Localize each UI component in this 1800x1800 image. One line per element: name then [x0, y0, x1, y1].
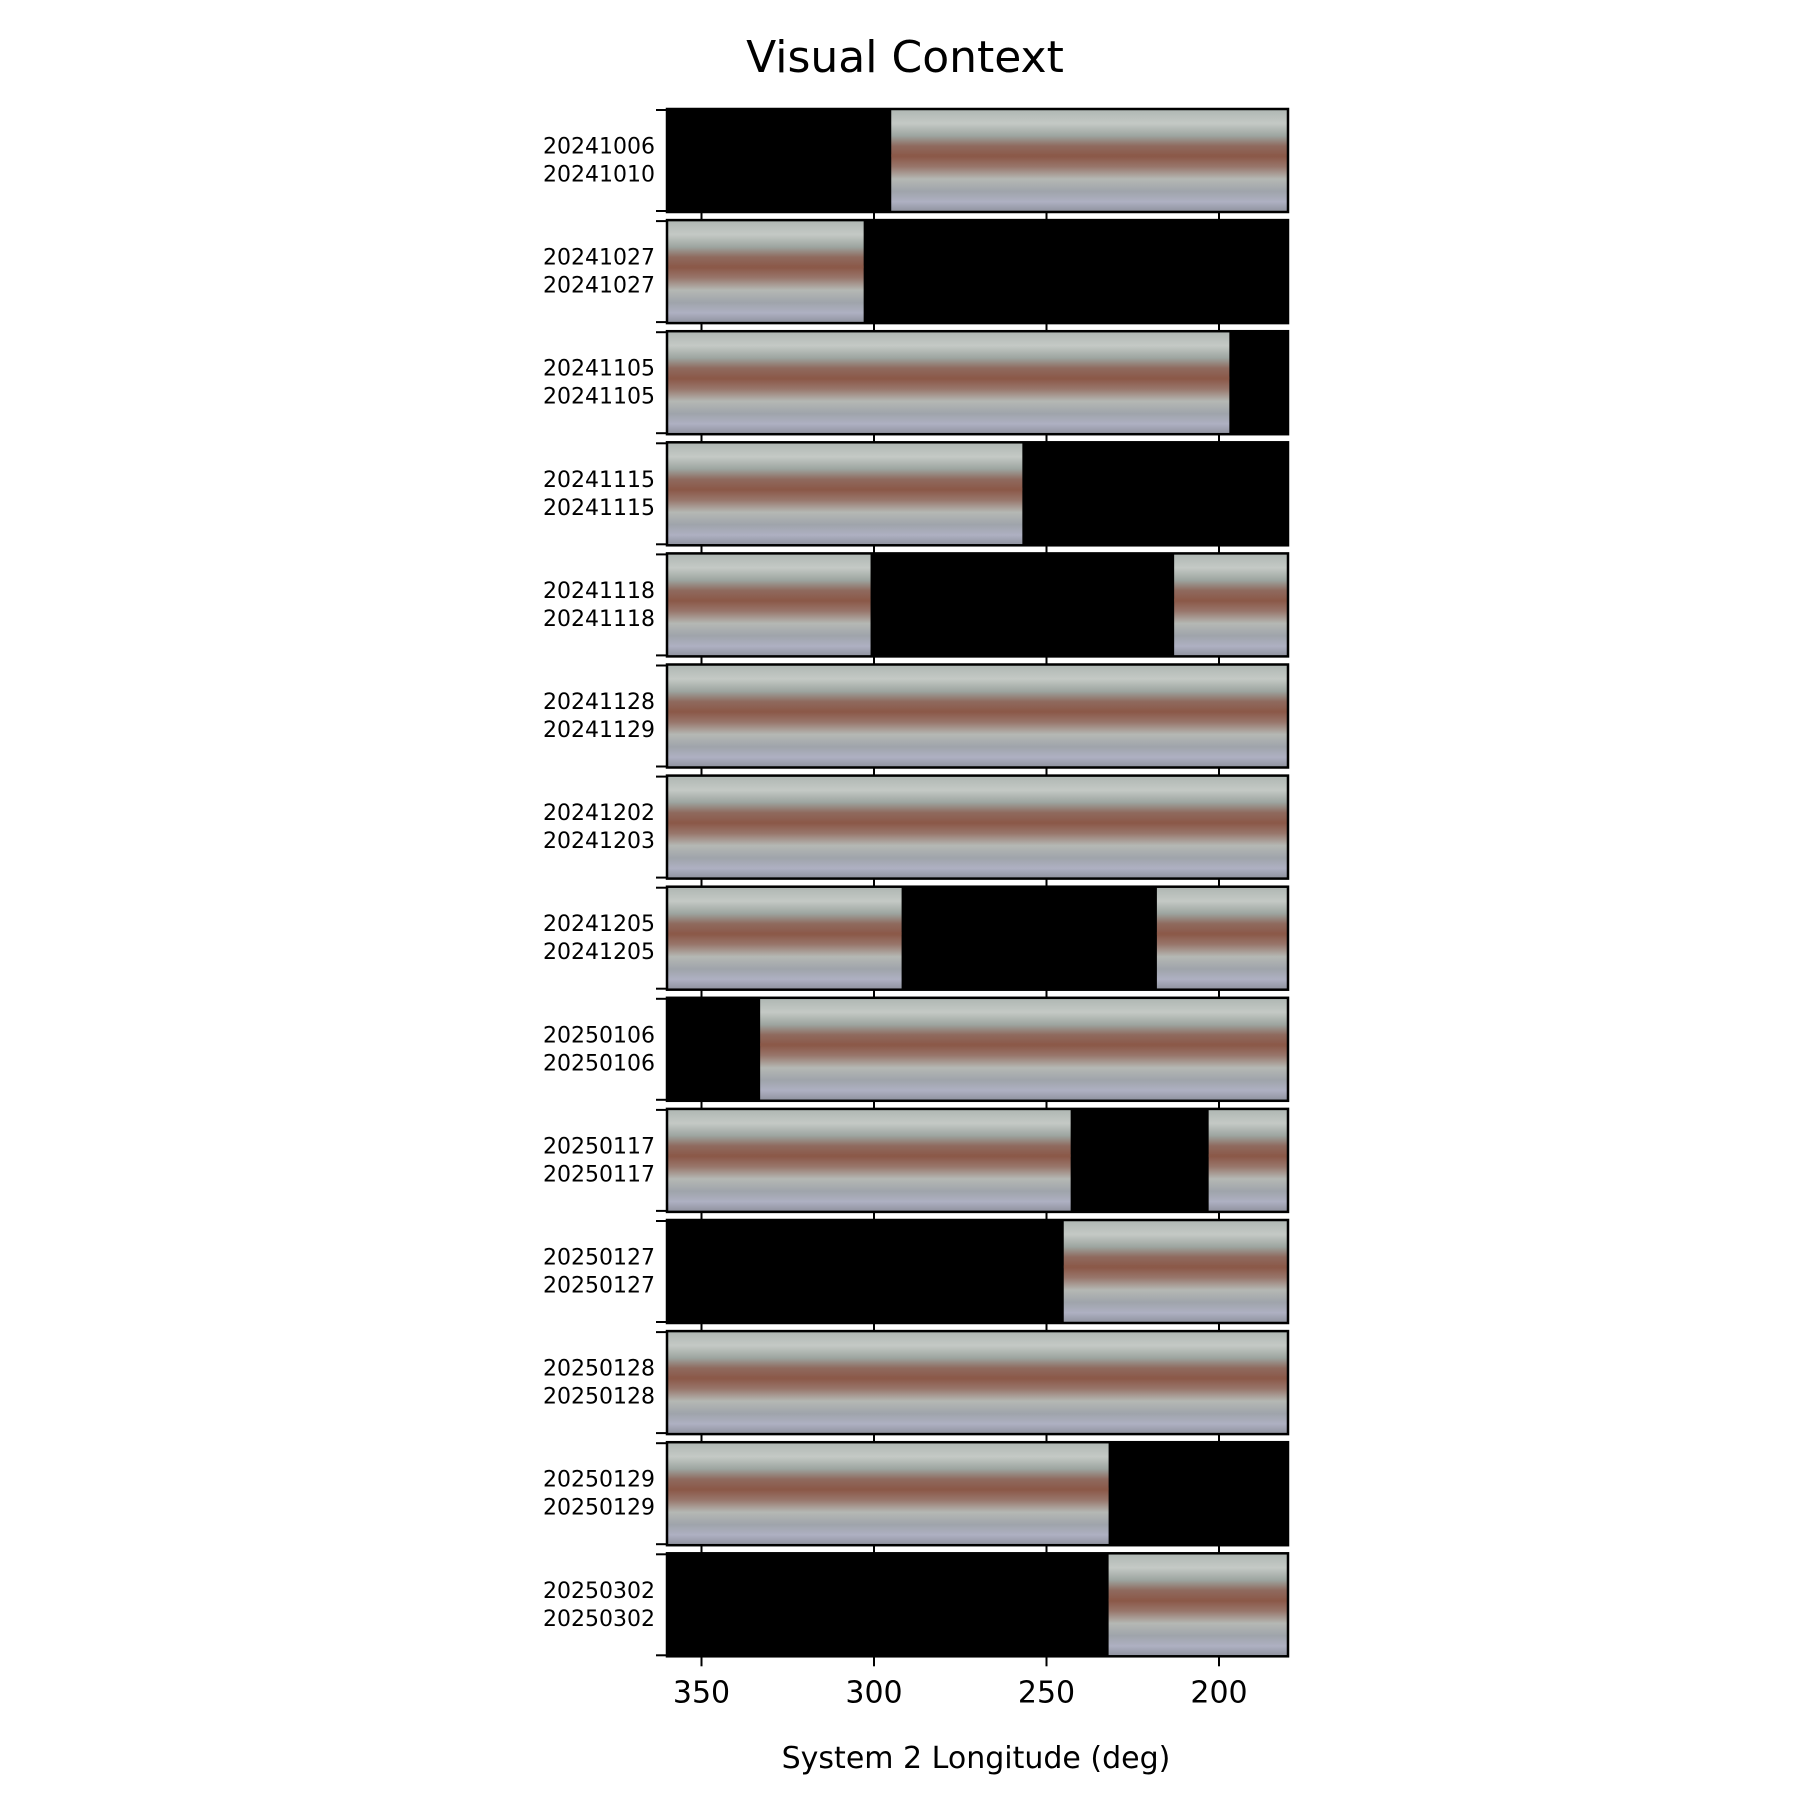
row-start-date: 20250128	[543, 1357, 655, 1382]
row-start-date: 20250127	[543, 1246, 655, 1271]
belt-streak	[667, 820, 1288, 824]
row-start-date: 20250117	[543, 1134, 655, 1159]
row-end-date: 20250127	[543, 1274, 655, 1299]
belt-streak	[667, 376, 1230, 380]
x-axis-label: System 2 Longitude (deg)	[782, 1741, 1171, 1776]
image-strip	[667, 331, 1230, 435]
image-strip	[1063, 1220, 1288, 1323]
image-row: 20241202 20241203	[543, 774, 1290, 887]
image-strip	[667, 664, 1288, 768]
row-start-date: 20241006	[543, 135, 655, 160]
row-end-date: 20241203	[543, 829, 655, 854]
row-end-date: 20241129	[543, 718, 655, 743]
row-frame	[665, 1552, 1290, 1658]
image-row: 20250117 20250117	[543, 1107, 1290, 1220]
image-row: 20250129 20250129	[543, 1440, 1290, 1554]
image-strip	[667, 1108, 1071, 1212]
row-frame	[665, 774, 1290, 880]
image-strip	[667, 1331, 1288, 1435]
image-strip	[667, 1442, 1109, 1546]
image-row: 20250128 20250128	[543, 1329, 1290, 1443]
image-row: 20250127 20250127	[543, 1218, 1290, 1331]
row-frame	[665, 107, 1290, 214]
belt-streak	[667, 265, 864, 269]
image-strip	[667, 775, 1288, 879]
row-end-date: 20241010	[543, 163, 655, 188]
row-end-date: 20241115	[543, 496, 655, 521]
x-tick-label: 350	[673, 1675, 730, 1710]
x-tick-label: 300	[845, 1675, 902, 1710]
row-frame	[665, 663, 1290, 769]
image-row: 20241105 20241105	[543, 329, 1290, 443]
image-strip	[1174, 553, 1288, 657]
image-strip	[667, 442, 1023, 546]
image-row: 20241118 20241118	[543, 552, 1290, 665]
row-end-date: 20250129	[543, 1496, 655, 1521]
belt-streak	[667, 1487, 1109, 1491]
image-row: 20241205 20241205	[543, 885, 1290, 998]
row-frame	[665, 1218, 1290, 1325]
row-start-date: 20241027	[543, 246, 655, 271]
belt-streak	[667, 1376, 1288, 1380]
image-row: 20241128 20241129	[543, 663, 1290, 776]
row-start-date: 20241105	[543, 357, 655, 382]
belt-streak	[667, 709, 1288, 713]
chart-title: Visual Context	[746, 32, 1064, 83]
belt-streak	[1174, 598, 1288, 602]
image-row: 20250302 20250302	[543, 1552, 1290, 1665]
image-row: 20241115 20241115	[543, 441, 1290, 554]
row-end-date: 20250117	[543, 1162, 655, 1187]
row-start-date: 20241115	[543, 468, 655, 493]
belt-streak	[760, 1043, 1288, 1047]
image-strip	[1208, 1108, 1288, 1212]
row-start-date: 20241205	[543, 912, 655, 937]
belt-streak	[667, 932, 902, 936]
row-end-date: 20250106	[543, 1051, 655, 1076]
row-end-date: 20241105	[543, 385, 655, 410]
image-strip	[1156, 886, 1288, 990]
image-row: 20241027 20241027	[543, 218, 1290, 332]
belt-streak	[667, 598, 871, 602]
image-strip	[667, 220, 864, 324]
row-frame	[665, 885, 1290, 991]
image-row: 20241006 20241010	[543, 107, 1290, 220]
row-start-date: 20250302	[543, 1579, 655, 1604]
row-frame	[665, 1329, 1290, 1436]
row-start-date: 20250106	[543, 1023, 655, 1048]
row-frame	[665, 329, 1290, 436]
row-start-date: 20250129	[543, 1468, 655, 1493]
row-end-date: 20241205	[543, 940, 655, 965]
belt-streak	[891, 154, 1288, 158]
row-end-date: 20241027	[543, 274, 655, 299]
row-start-date: 20241118	[543, 579, 655, 604]
belt-streak	[667, 487, 1023, 491]
x-tick-label: 200	[1190, 1675, 1247, 1710]
image-strip	[891, 109, 1288, 212]
image-strip	[667, 553, 871, 657]
belt-streak	[1156, 932, 1288, 936]
row-frame	[665, 552, 1290, 658]
row-frame	[665, 441, 1290, 547]
row-frame	[665, 218, 1290, 325]
image-strip	[1108, 1553, 1288, 1657]
x-tick-label: 250	[1018, 1675, 1075, 1710]
row-frame	[665, 1440, 1290, 1547]
belt-streak	[1063, 1265, 1288, 1269]
belt-streak	[1108, 1598, 1288, 1602]
row-start-date: 20241202	[543, 801, 655, 826]
row-end-date: 20250302	[543, 1607, 655, 1632]
row-frame	[665, 1107, 1290, 1214]
image-strip	[667, 886, 902, 990]
row-end-date: 20250128	[543, 1385, 655, 1410]
image-strip	[760, 997, 1288, 1101]
row-start-date: 20241128	[543, 690, 655, 715]
image-row: 20250106 20250106	[543, 996, 1290, 1109]
belt-streak	[1208, 1154, 1288, 1158]
row-end-date: 20241118	[543, 607, 655, 632]
x-axis: 350 300 250 200	[673, 1656, 1248, 1710]
row-frame	[665, 996, 1290, 1103]
image-rows: 20241006 20241010 20241027 20241027 20241105…	[543, 107, 1290, 1665]
belt-streak	[667, 1154, 1071, 1158]
